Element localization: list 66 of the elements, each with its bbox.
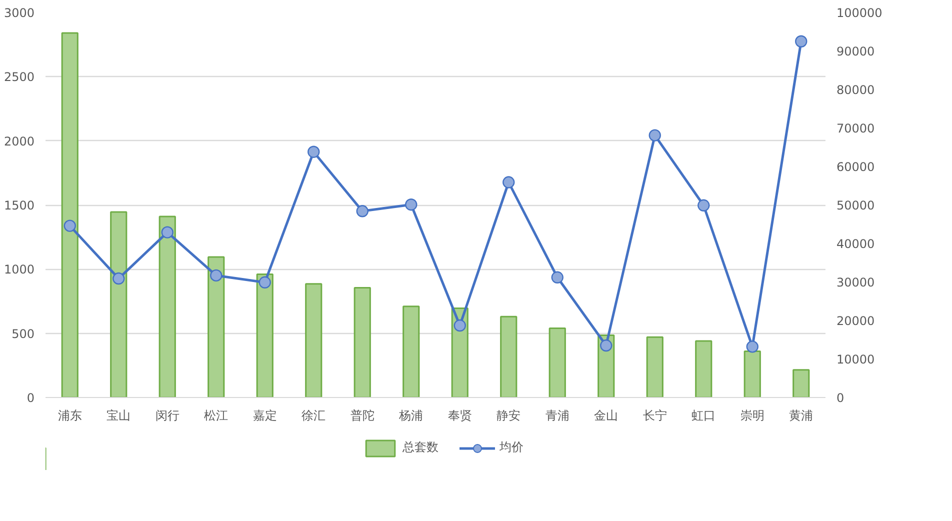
y-tick-label: 3000 [4, 6, 35, 20]
y2-tick-label: 90000 [836, 44, 875, 58]
point [356, 205, 368, 218]
y-tick-label: 500 [12, 326, 34, 341]
legend-label: 总套数 [402, 439, 438, 456]
x-tick-label: 宝山 [106, 408, 131, 422]
point [551, 271, 564, 284]
x-tick-label: 浦东 [58, 408, 82, 422]
y2-tick-label: 70000 [836, 122, 875, 136]
x-tick-label: 崇明 [740, 408, 764, 422]
y2-tick-label: 100000 [836, 6, 882, 20]
y-tick-label: 1000 [4, 262, 35, 277]
bar [110, 211, 128, 398]
point [502, 176, 515, 188]
y-tick-label: 1500 [4, 198, 35, 212]
bar [695, 340, 712, 398]
x-tick-label: 杨浦 [398, 408, 424, 422]
point [64, 220, 76, 232]
y2-tick-label: 80000 [836, 83, 875, 97]
x-tick-label: 金山 [594, 408, 618, 422]
x-tick-label: 静安 [496, 408, 521, 422]
bar [256, 274, 274, 398]
x-tick-label: 普陀 [350, 408, 374, 422]
bar [354, 287, 371, 398]
y2-tick-label: 40000 [836, 237, 875, 251]
point [698, 199, 710, 212]
x-tick-label: 长宁 [642, 408, 667, 422]
y-tick-label: 2000 [4, 134, 35, 148]
y2-tick-label: 10000 [836, 352, 875, 366]
y2-tick-label: 20000 [836, 314, 875, 328]
x-tick-label: 青浦 [545, 408, 570, 422]
point [308, 146, 320, 158]
y2-tick-label: 50000 [836, 198, 875, 212]
y2-tick-label: 60000 [836, 160, 875, 174]
bar [305, 283, 322, 398]
bar [61, 32, 78, 398]
bar [792, 369, 810, 398]
bar [744, 350, 761, 398]
bar [500, 316, 518, 398]
x-tick-label: 奉贤 [448, 408, 472, 422]
x-tick-label: 闵行 [155, 408, 180, 422]
y-tick-label: 2500 [4, 70, 35, 84]
bar [208, 256, 225, 398]
point [405, 198, 418, 211]
x-tick-label: 黄浦 [789, 408, 814, 422]
legend-label: 均价 [500, 439, 524, 456]
y2-tick-label: 30000 [836, 276, 875, 290]
x-tick-label: 虹口 [692, 408, 716, 422]
y2-tick-label: 0 [836, 391, 844, 405]
point [600, 339, 612, 352]
point [112, 272, 125, 285]
point [258, 276, 271, 288]
bar [158, 216, 176, 398]
point [746, 340, 758, 353]
point [161, 226, 174, 238]
x-tick-label: 徐汇 [302, 408, 326, 422]
point [795, 35, 808, 48]
y-tick-label: 0 [26, 391, 35, 405]
x-tick-label: 松江 [204, 408, 228, 422]
bar [402, 306, 420, 398]
x-tick-label: 嘉定 [252, 408, 277, 422]
point [210, 269, 222, 282]
point [454, 319, 466, 332]
bar [548, 327, 566, 398]
point [648, 129, 661, 142]
bar [646, 336, 664, 398]
